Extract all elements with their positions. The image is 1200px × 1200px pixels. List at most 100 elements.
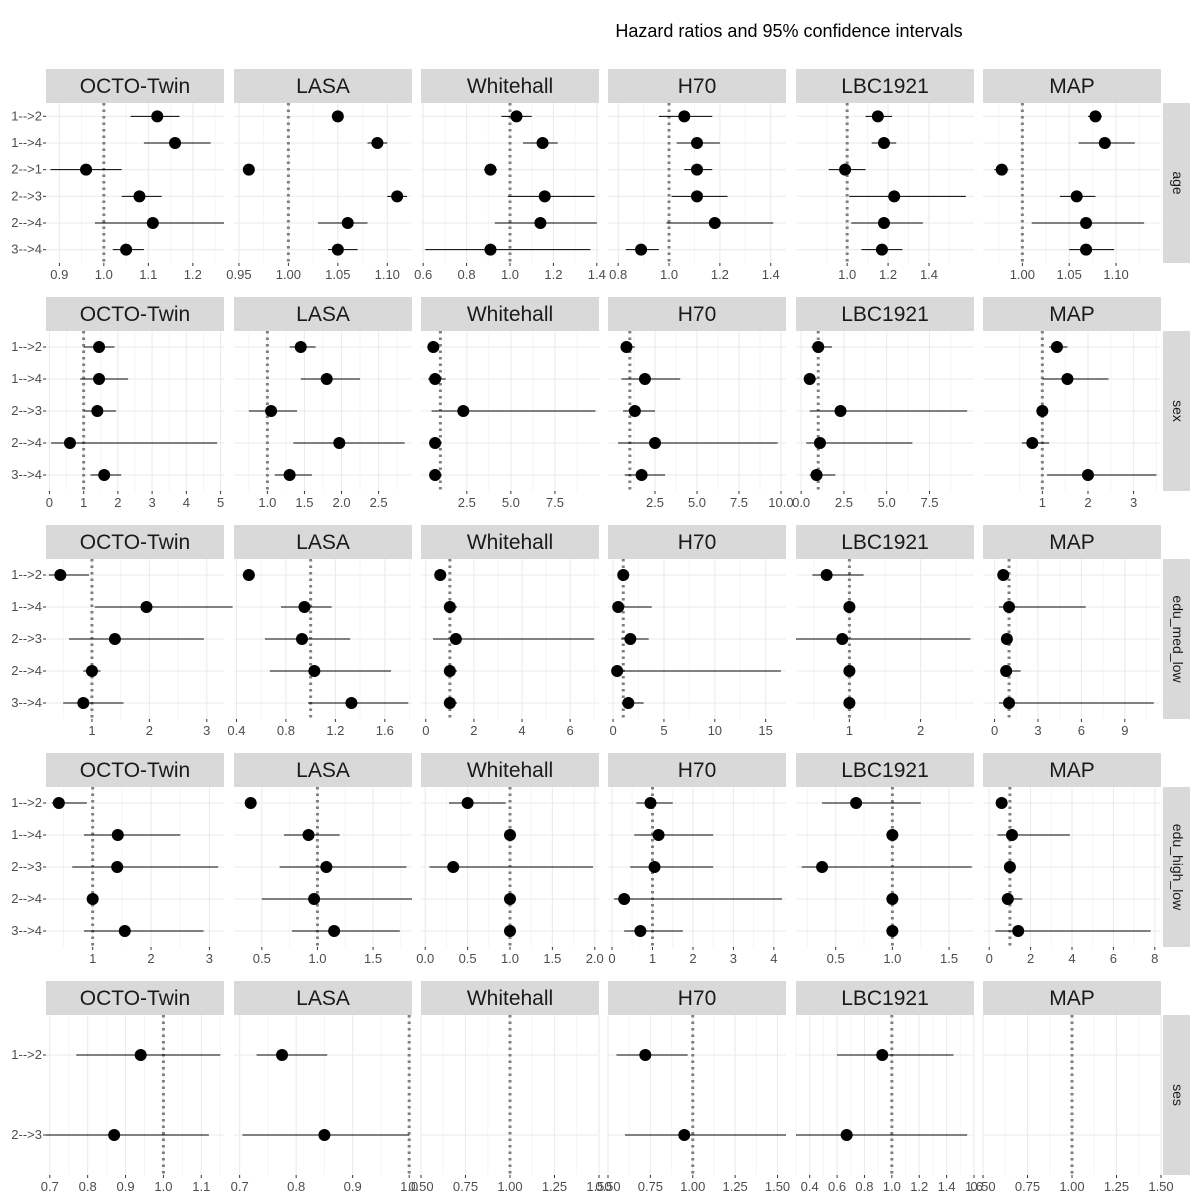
hr-point — [534, 217, 547, 229]
panel-edu_high_low-whitehall: Whitehall 0.0 0.5 1.0 1.5 2.0 — [416, 753, 604, 966]
x-tick-label: 0.4 — [801, 1179, 819, 1194]
x-tick-label: 1.4 — [588, 267, 606, 282]
hr-point — [611, 665, 624, 677]
panel-sex-whitehall: Whitehall 2.5 5.0 7.5 — [421, 297, 599, 510]
y-tick-label: 2-->3 — [11, 1127, 42, 1142]
x-tick-label: 2 — [1027, 951, 1034, 966]
y-tick-label: 3-->4 — [11, 923, 42, 938]
x-tick-label: 6 — [567, 723, 574, 738]
x-tick-label: 3 — [203, 723, 210, 738]
hr-point — [429, 469, 442, 481]
hr-point — [295, 633, 308, 645]
panel-edu_med_low-octo-twin: OCTO-Twin 1 2 3 1-->2 1-->4 2-->3 2-->4 3-->4 — [11, 525, 233, 738]
hr-point — [691, 137, 703, 149]
chart-title: Hazard ratios and 95% confidence interva… — [615, 21, 962, 41]
hr-point — [86, 893, 99, 905]
panel-background — [608, 1015, 786, 1175]
panel-strip — [421, 981, 599, 1015]
hr-point — [318, 1129, 331, 1141]
x-tick-label: 5.0 — [878, 495, 896, 510]
x-tick-label: 2 — [689, 951, 696, 966]
x-tick-label: 1.2 — [184, 267, 202, 282]
x-tick-label: 1.1 — [192, 1179, 210, 1194]
row-strip-label: age — [1170, 171, 1186, 195]
x-tick-label: 1 — [89, 951, 96, 966]
panel-strip-label: MAP — [1049, 303, 1095, 326]
row-strip — [1163, 103, 1190, 263]
hr-point — [538, 190, 551, 203]
hr-point — [504, 925, 516, 937]
panel-strip-label: OCTO-Twin — [80, 987, 190, 1010]
hr-point — [995, 797, 1008, 809]
panel-sex-map: MAP 1 2 3 — [983, 297, 1161, 510]
row-strip-edu_med_low: edu_med_low — [1163, 559, 1190, 719]
x-tick-label: 1.50 — [586, 1179, 611, 1194]
x-tick-label: 0.5 — [253, 951, 271, 966]
x-tick-label: 0.9 — [116, 1179, 134, 1194]
hr-point — [443, 601, 456, 613]
x-tick-label: 0.5 — [459, 951, 477, 966]
hr-point — [120, 243, 133, 256]
hr-point — [77, 697, 90, 709]
panel-sex-octo-twin: OCTO-Twin 0 1 2 3 4 5 1-->2 1-->4 2-->3 2-->4 3-->4 — [11, 297, 224, 510]
x-tick-label: 1.5 — [364, 951, 382, 966]
x-tick-label: 1.5 — [940, 951, 958, 966]
x-tick-label: 1.0 — [400, 1179, 418, 1194]
y-tick-label: 1-->4 — [11, 135, 42, 150]
panel-strip — [234, 753, 412, 787]
x-tick-label: 0.95 — [226, 267, 251, 282]
panel-strip-label: LBC1921 — [841, 531, 929, 554]
hr-point — [146, 217, 159, 229]
hr-point — [151, 110, 164, 123]
x-tick-label: 3 — [206, 951, 213, 966]
y-tick-label: 1-->2 — [11, 795, 42, 810]
hr-point — [875, 243, 888, 256]
panel-background — [796, 1015, 974, 1175]
hr-point — [93, 373, 106, 385]
hr-point — [447, 861, 460, 873]
panel-strip — [983, 525, 1161, 559]
x-tick-label: 0.7 — [41, 1179, 59, 1194]
y-tick-label: 1-->2 — [11, 567, 42, 582]
panel-strip-label: Whitehall — [467, 987, 553, 1010]
hr-point — [813, 437, 826, 449]
x-tick-label: 1.0 — [883, 951, 901, 966]
hr-point — [871, 110, 884, 123]
panel-edu_med_low-lbc1921: LBC1921 1 2 — [796, 525, 974, 738]
panel-edu_med_low-h70: H70 0 5 10 15 — [608, 525, 786, 738]
x-tick-label: 1.4 — [938, 1179, 956, 1194]
hr-point — [840, 1129, 853, 1141]
hr-point — [618, 893, 631, 905]
hr-point — [265, 405, 278, 417]
hr-point — [1070, 190, 1083, 203]
panel-strip-label: OCTO-Twin — [80, 75, 190, 98]
panel-background — [46, 1015, 224, 1175]
panel-strip — [46, 525, 224, 559]
x-tick-label: 1.05 — [325, 267, 350, 282]
panel-age-whitehall: Whitehall 0.6 0.8 1.0 1.2 1.4 — [414, 69, 606, 282]
hr-point — [461, 797, 474, 809]
x-tick-label: 1.10 — [1103, 267, 1128, 282]
panel-strip — [46, 297, 224, 331]
hr-point — [1080, 243, 1093, 256]
panel-strip-label: LASA — [296, 303, 350, 326]
hr-point — [93, 341, 106, 353]
hr-point — [995, 163, 1008, 176]
panel-strip — [796, 297, 974, 331]
y-tick-label: 2-->4 — [11, 663, 42, 678]
hr-point — [429, 373, 442, 385]
hr-point — [638, 373, 651, 385]
hr-point — [341, 217, 354, 229]
x-tick-label: 4 — [518, 723, 525, 738]
hr-point — [298, 601, 311, 613]
x-tick-label: 1.00 — [680, 1179, 705, 1194]
panel-strip — [234, 69, 412, 103]
hr-point — [803, 373, 816, 385]
x-tick-label: 4 — [770, 951, 777, 966]
panel-edu_high_low-lbc1921: LBC1921 0.5 1.0 1.5 — [796, 753, 974, 966]
x-tick-label: 3 — [730, 951, 737, 966]
x-tick-label: 0.5 — [827, 951, 845, 966]
hr-point — [1098, 137, 1111, 149]
row-strip-edu_high_low: edu_high_low — [1163, 787, 1190, 947]
panel-strip-label: OCTO-Twin — [80, 531, 190, 554]
